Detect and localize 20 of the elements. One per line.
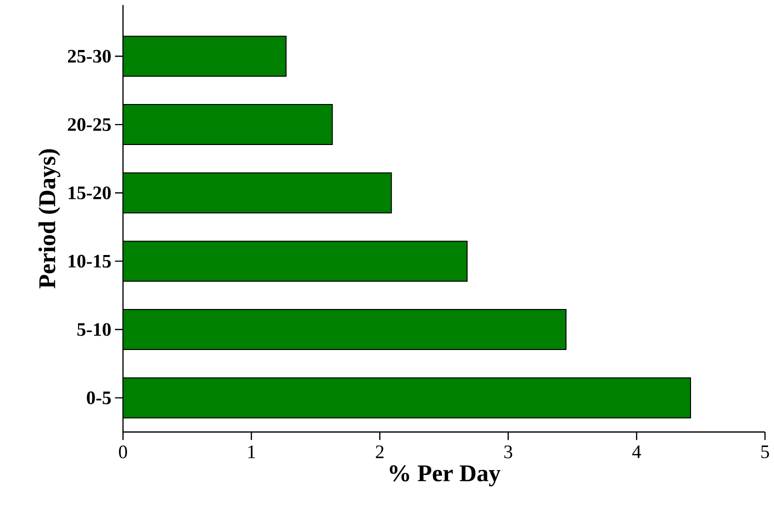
y-tick-label: 5-10: [77, 323, 111, 336]
y-tick-label: 15-20: [68, 186, 111, 200]
x-tick-label: 1: [248, 446, 256, 458]
x-tick-label: 3: [504, 446, 512, 458]
y-axis-title: Period (Days): [38, 149, 60, 288]
y-tick-label: 0-5: [86, 391, 111, 404]
bar: [123, 377, 692, 418]
x-tick-label: 0: [118, 446, 128, 458]
x-tick-label: 2: [376, 446, 384, 458]
y-tick-label: 20-25: [68, 118, 111, 131]
bar: [123, 240, 468, 282]
bar: [123, 309, 566, 350]
bar: [123, 36, 287, 77]
x-axis-title: % Per Day: [390, 465, 500, 486]
bar: [123, 104, 333, 146]
bar: [123, 172, 392, 214]
x-tick-label: 5: [761, 446, 769, 458]
y-tick-label: 25-30: [68, 50, 111, 63]
y-tick-label: 10-15: [68, 254, 111, 268]
x-tick-label: 4: [632, 446, 642, 458]
